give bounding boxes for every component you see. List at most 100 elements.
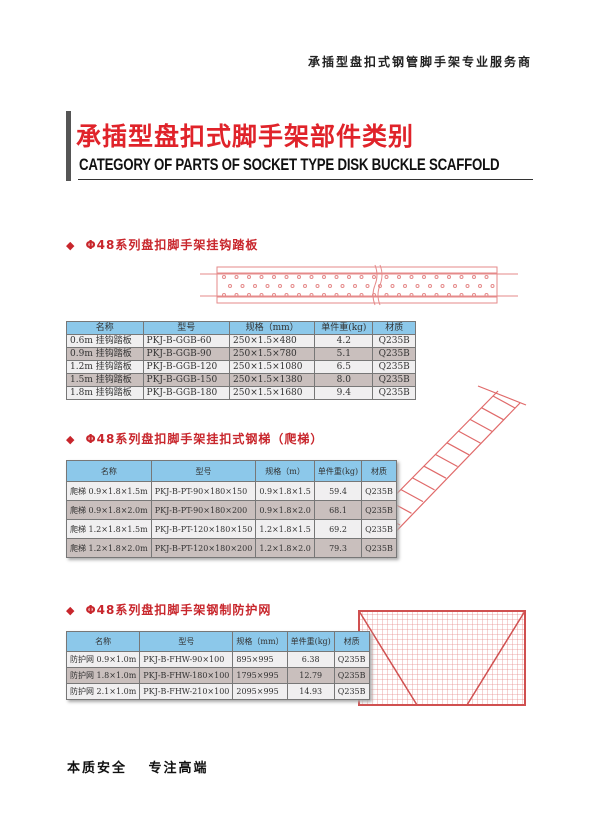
table-cell: 1.2×1.8×2.0 bbox=[255, 538, 315, 558]
ladder-rung bbox=[446, 442, 470, 456]
column-header: 单件重(kg) bbox=[286, 631, 335, 652]
plank-hole bbox=[359, 293, 364, 297]
table-cell: 9.4 bbox=[314, 386, 374, 400]
plank-hole bbox=[253, 284, 257, 288]
table-cell: 0.9m 挂钩踏板 bbox=[66, 347, 144, 361]
plank-hole bbox=[472, 293, 476, 297]
table-cell: 防护网 0.9×1.0m bbox=[65, 651, 141, 668]
page-title: 承插型盘扣式脚手架部件类别 bbox=[76, 122, 415, 151]
column-header: 型号 bbox=[142, 321, 231, 335]
plank-hole bbox=[284, 275, 289, 279]
plank-hole bbox=[484, 293, 489, 297]
plank-hole bbox=[322, 275, 326, 279]
plank-hole bbox=[384, 293, 389, 297]
ladder-rung bbox=[435, 453, 458, 468]
table-cell: Q235B bbox=[372, 360, 416, 374]
plank-hole bbox=[403, 284, 407, 288]
net-table: 名称 型号 规格（mm） 单件重(kg) 材质 防护网 0.9×1.0m PKJ-B-FHW… bbox=[65, 631, 370, 700]
table-row: 爬梯 1.2×1.8×1.5m PKJ-B-PT-120×180×150 1.2×1… bbox=[66, 519, 397, 539]
table-cell: 250×1.5×1380 bbox=[229, 373, 316, 387]
plank-hole bbox=[265, 284, 270, 288]
ladder-rung bbox=[423, 465, 447, 479]
plank-hole bbox=[422, 275, 426, 279]
table-header-row: 名称 型号 规格（m） 单件重(kg) 材质 bbox=[66, 460, 397, 482]
section-title-net: ◆ Φ48系列盘扣脚手架钢制防护网 bbox=[66, 603, 272, 617]
plank-hole bbox=[272, 275, 276, 279]
plank-hole bbox=[328, 284, 332, 288]
table-cell: 6.38 bbox=[286, 651, 335, 668]
plank-hole bbox=[340, 284, 345, 288]
plank-hole bbox=[359, 275, 364, 279]
table-cell: Q235B bbox=[333, 651, 370, 668]
plank-hole bbox=[334, 275, 339, 279]
title-accent-bar bbox=[66, 111, 71, 181]
table-cell: 8.0 bbox=[314, 373, 374, 387]
plank-illustration bbox=[200, 264, 518, 306]
section-title-ladder: ◆ Φ48系列盘扣脚手架挂扣式钢梯（爬梯） bbox=[66, 432, 324, 446]
plank-hole bbox=[247, 275, 251, 279]
column-header: 型号 bbox=[150, 460, 257, 482]
plank-hole bbox=[284, 293, 289, 297]
divider bbox=[78, 179, 533, 180]
plank-hole bbox=[422, 293, 426, 297]
table-cell: PKJ-B-GGB-90 bbox=[142, 347, 231, 361]
table-cell: 68.1 bbox=[313, 500, 363, 520]
table-cell: Q235B bbox=[372, 334, 416, 348]
table-row: 防护网 1.8×1.0m PKJ-B-FHW-180×100 1795×995 12.… bbox=[65, 667, 370, 684]
plank-hole bbox=[409, 275, 414, 279]
column-header: 材质 bbox=[361, 460, 397, 482]
plank-hole bbox=[334, 293, 339, 297]
column-header: 材质 bbox=[372, 321, 416, 335]
table-cell: PKJ-B-FHW-180×100 bbox=[139, 667, 234, 684]
tagline: 承插型盘扣式钢管脚手架专业服务商 bbox=[307, 55, 532, 69]
table-cell: 250×1.5×1680 bbox=[229, 386, 316, 400]
table-cell: Q235B bbox=[361, 500, 397, 520]
table-cell: 250×1.5×780 bbox=[229, 347, 316, 361]
table-cell: 爬梯 1.2×1.8×2.0m bbox=[66, 538, 152, 558]
footer-slogan: 本质安全 专注高端 bbox=[67, 761, 209, 776]
table-cell: 爬梯 0.9×1.8×1.5m bbox=[66, 481, 152, 501]
table-row: 防护网 0.9×1.0m PKJ-B-FHW-90×100 895×995 6.38 Q… bbox=[65, 651, 370, 668]
table-cell: Q235B bbox=[372, 347, 416, 361]
plank-hole bbox=[222, 293, 226, 297]
table-cell: 防护网 2.1×1.0m bbox=[65, 683, 141, 700]
table-cell: 0.9×1.8×2.0 bbox=[255, 500, 315, 520]
column-header: 规格（mm） bbox=[232, 631, 288, 652]
plank-hole bbox=[378, 284, 382, 288]
table-cell: PKJ-B-PT-90×180×200 bbox=[150, 500, 257, 520]
table-cell: Q235B bbox=[361, 538, 397, 558]
table-row: 1.8m 挂钩踏板 PKJ-B-GGB-180 250×1.5×1680 9.4 Q23… bbox=[66, 386, 416, 400]
plank-hole bbox=[415, 284, 420, 288]
table-cell: 14.93 bbox=[286, 683, 335, 700]
table-cell: 69.2 bbox=[313, 519, 363, 539]
column-header: 名称 bbox=[65, 631, 141, 652]
ladder-rung bbox=[481, 407, 504, 421]
ladder-rung bbox=[458, 430, 481, 444]
plank-hole bbox=[465, 284, 470, 288]
table-row: 0.6m 挂钩踏板 PKJ-B-GGB-60 250×1.5×480 4.2 Q235B bbox=[66, 334, 416, 348]
table-cell: Q235B bbox=[333, 667, 370, 684]
table-cell: 12.79 bbox=[286, 667, 335, 684]
table-cell: 1.2m 挂钩踏板 bbox=[66, 360, 144, 374]
plank-hole bbox=[347, 275, 351, 279]
diamond-icon: ◆ bbox=[66, 604, 76, 617]
plank-hole bbox=[459, 275, 464, 279]
plank-hole bbox=[365, 284, 370, 288]
plank-hole bbox=[397, 293, 401, 297]
table-cell: 4.2 bbox=[314, 334, 374, 348]
plank-hole bbox=[259, 275, 264, 279]
table-cell: 6.5 bbox=[314, 360, 374, 374]
table-cell: PKJ-B-PT-120×180×200 bbox=[150, 538, 257, 558]
plank-hole bbox=[315, 284, 320, 288]
table-cell: PKJ-B-PT-90×180×150 bbox=[150, 481, 257, 501]
table-cell: PKJ-B-GGB-180 bbox=[142, 386, 231, 400]
plank-hole bbox=[397, 275, 401, 279]
plank-hole bbox=[347, 293, 351, 297]
section-title-plank: ◆ Φ48系列盘扣脚手架挂钩踏板 bbox=[66, 238, 259, 252]
table-cell: PKJ-B-PT-120×180×150 bbox=[150, 519, 257, 539]
plank-hole bbox=[272, 293, 276, 297]
plank-hole bbox=[234, 275, 239, 279]
plank-hole bbox=[240, 284, 245, 288]
column-header: 单件重(kg) bbox=[314, 321, 374, 335]
table-cell: 250×1.5×480 bbox=[229, 334, 316, 348]
